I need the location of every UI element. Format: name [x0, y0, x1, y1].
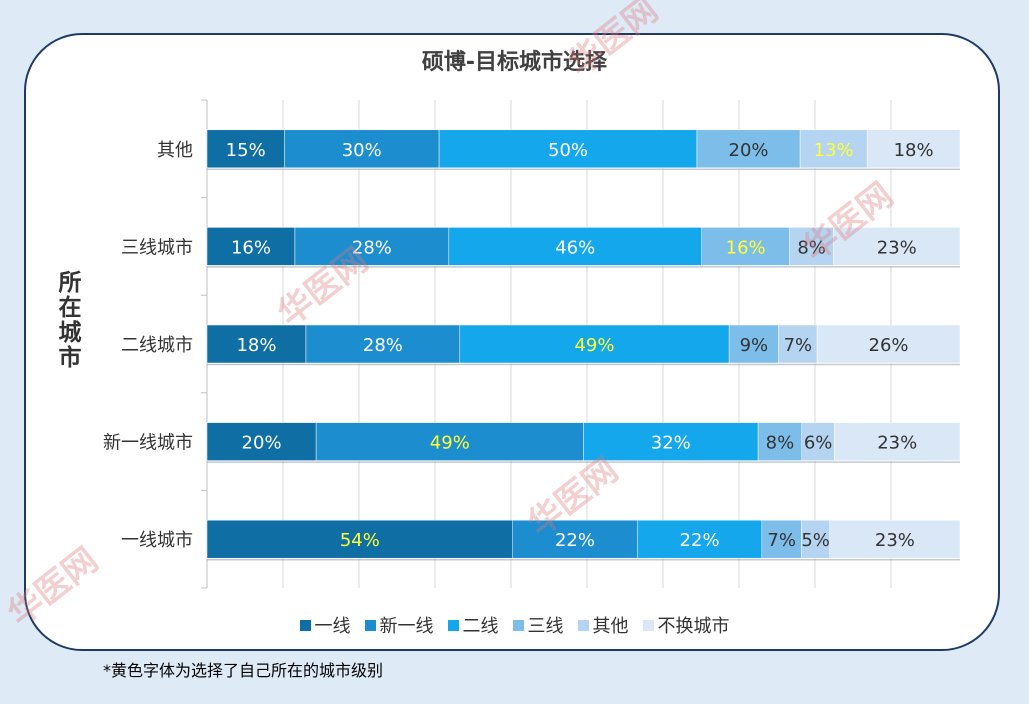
legend-swatch	[642, 619, 654, 631]
bar-segment	[757, 422, 803, 461]
data-label: 54%	[340, 530, 380, 551]
data-label: 26%	[869, 335, 909, 356]
legend-item: 二线	[447, 612, 499, 638]
bar-segment	[305, 324, 461, 364]
legend-swatch	[364, 619, 376, 631]
legend-swatch	[512, 619, 524, 631]
legend-label: 不换城市	[657, 616, 730, 637]
bar-segment	[438, 129, 698, 169]
data-label: 16%	[726, 237, 766, 258]
bar-segment	[701, 227, 790, 266]
data-label: 23%	[875, 530, 915, 551]
bar-segment	[834, 422, 961, 461]
bar-segment	[833, 227, 961, 266]
bar-segment	[294, 227, 450, 266]
bar-segment	[728, 324, 779, 364]
bar-segment	[206, 324, 307, 364]
data-label: 7%	[767, 530, 796, 551]
legend-item: 三线	[512, 612, 564, 638]
data-label: 28%	[352, 237, 392, 258]
data-label: 49%	[430, 433, 470, 454]
y-axis-title: 所在城市	[54, 270, 80, 370]
bar-segment	[206, 422, 317, 461]
bar-segment	[778, 324, 818, 364]
legend-item: 一线	[299, 612, 351, 638]
bar-segment	[206, 227, 296, 266]
data-label: 15%	[226, 140, 266, 161]
data-label: 5%	[801, 530, 830, 551]
category-label: 三线城市	[121, 237, 193, 258]
category-label: 一线城市	[121, 530, 193, 551]
legend-label: 二线	[462, 616, 499, 637]
legend-item: 新一线	[364, 612, 434, 638]
bar-segment	[284, 129, 440, 169]
data-label: 28%	[363, 335, 403, 356]
bar-segment	[801, 519, 831, 559]
data-label: 18%	[894, 140, 934, 161]
bar-segment	[829, 519, 961, 559]
data-label: 32%	[651, 433, 691, 454]
legend-swatch	[299, 619, 311, 631]
data-label: 7%	[784, 335, 813, 356]
data-label: 6%	[804, 433, 833, 454]
legend-label: 其他	[592, 616, 629, 637]
data-label: 23%	[877, 433, 917, 454]
legend-label: 三线	[527, 616, 564, 637]
data-label: 20%	[729, 140, 769, 161]
legend-swatch	[577, 619, 589, 631]
bar-segment	[206, 129, 285, 169]
bar-segment	[459, 324, 730, 364]
data-label: 8%	[797, 237, 826, 258]
bar-segment	[583, 422, 759, 461]
legend-swatch	[447, 619, 459, 631]
data-label: 18%	[236, 335, 276, 356]
bar-segment	[866, 129, 961, 169]
bar-segment	[816, 324, 961, 364]
chart-title: 硕博-目标城市选择	[421, 50, 608, 75]
bar-segment	[512, 519, 638, 559]
bar-segment	[761, 519, 802, 559]
data-label: 16%	[231, 237, 271, 258]
category-label: 二线城市	[121, 335, 193, 356]
data-label: 23%	[877, 237, 917, 258]
legend: 一线 新一线 二线 三线 其他 不换城市	[0, 612, 1029, 638]
data-label: 50%	[548, 140, 588, 161]
data-label: 20%	[242, 433, 282, 454]
data-label: 9%	[740, 335, 769, 356]
data-label: 13%	[814, 140, 854, 161]
category-label: 新一线城市	[103, 433, 193, 454]
data-label: 46%	[555, 237, 595, 258]
data-label: 30%	[342, 140, 382, 161]
legend-item: 不换城市	[642, 612, 730, 638]
bar-segment	[637, 519, 763, 559]
category-label: 其他	[157, 140, 193, 161]
data-label: 49%	[574, 335, 614, 356]
footnote: *黄色字体为选择了自己所在的城市级别	[103, 661, 384, 680]
legend-item: 其他	[577, 612, 629, 638]
data-label: 22%	[680, 530, 720, 551]
bar-segment	[696, 129, 801, 169]
data-label: 22%	[555, 530, 595, 551]
bar-segment	[799, 129, 868, 169]
data-label: 8%	[766, 433, 795, 454]
legend-label: 一线	[314, 616, 351, 637]
legend-label: 新一线	[379, 616, 434, 637]
